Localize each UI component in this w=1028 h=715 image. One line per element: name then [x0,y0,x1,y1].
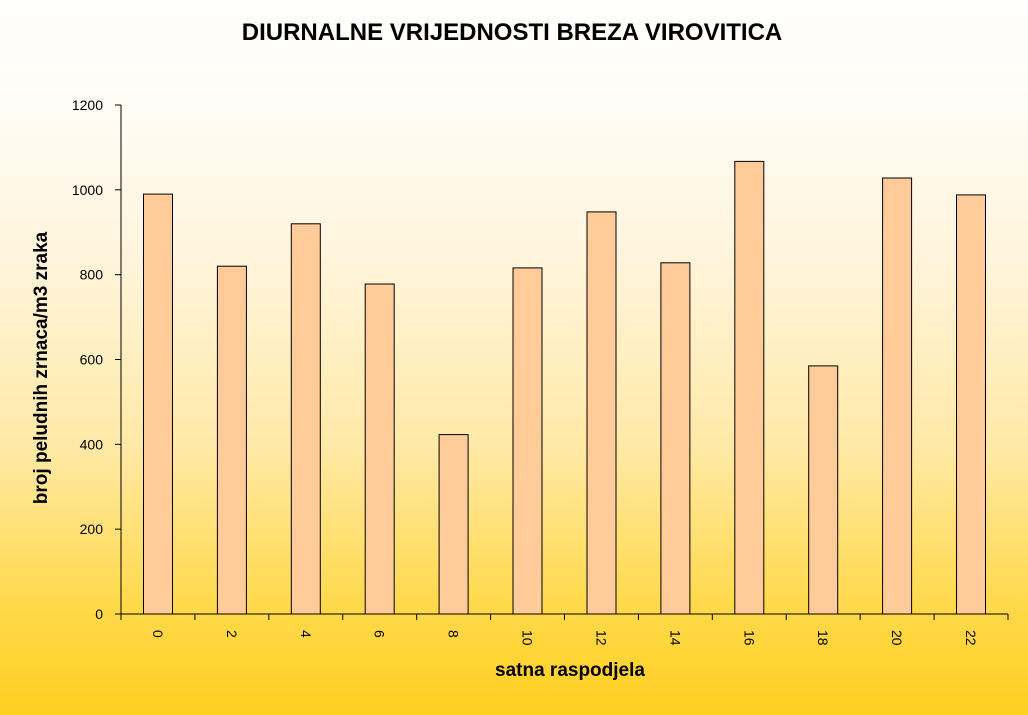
y-tick-label: 0 [95,606,103,622]
y-tick-label: 1200 [72,97,103,113]
x-tick-label: 16 [741,630,757,646]
x-tick-label: 6 [372,630,388,638]
bar-2 [216,265,247,615]
x-tick-label: 12 [594,630,610,646]
y-tick-label: 800 [80,267,104,283]
bar-20 [882,177,913,615]
x-tick-label: 4 [298,630,314,638]
bar-10 [512,267,543,615]
x-tick-labels: 0 2 4 6 8 10 12 14 16 18 20 22 [150,630,979,646]
x-tick-label: 0 [150,630,166,638]
x-axis-label: satna raspodjela [495,660,645,681]
axes-group [115,104,1009,620]
x-tick-label: 8 [446,630,462,638]
bar-6 [364,283,395,615]
x-tick-label: 14 [667,630,683,646]
bar-12 [586,211,617,615]
x-tick-label: 18 [815,630,831,646]
y-tick-label: 400 [80,436,104,452]
bar-22 [956,194,986,615]
y-tick-labels: 0 200 400 600 800 1000 1200 [72,97,103,622]
y-axis-label: broj peludnih zrnaca/m3 zraka [31,231,52,504]
y-tick-label: 200 [80,521,104,537]
bar-4 [290,223,321,615]
bars-group [143,160,986,615]
x-tick-label: 2 [224,630,240,638]
bar-14 [660,262,691,615]
bar-8 [438,434,469,615]
chart-title: DIURNALNE VRIJEDNOSTI BREZA VIROVITICA [242,19,782,46]
y-tick-label: 600 [80,352,104,368]
bar-18 [808,365,839,615]
x-tick-label: 22 [963,630,979,646]
bar-16 [734,160,765,615]
x-tick-label: 20 [889,630,905,646]
y-tick-label: 1000 [72,182,103,198]
bar-0 [143,193,173,615]
x-tick-label: 10 [520,630,536,646]
